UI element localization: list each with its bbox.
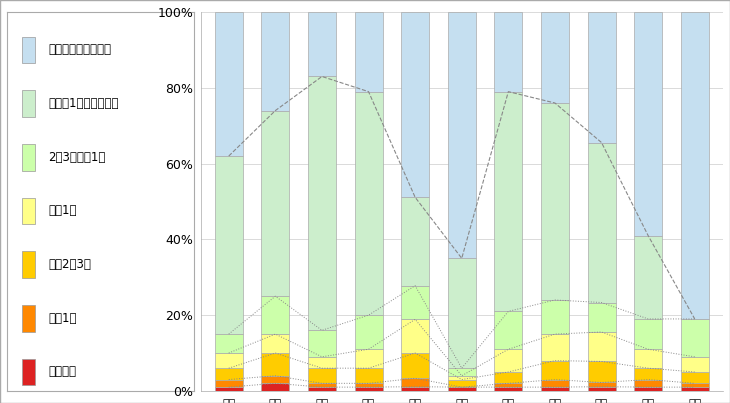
Bar [541, 380, 569, 387]
Bar [447, 376, 476, 380]
Bar [402, 286, 429, 319]
Bar [494, 12, 523, 91]
Bar [681, 387, 709, 391]
Bar [681, 319, 709, 357]
Bar [447, 380, 476, 387]
Bar [215, 156, 242, 334]
Bar [261, 296, 289, 334]
Bar [681, 372, 709, 383]
Bar [494, 372, 523, 383]
Bar [494, 312, 523, 349]
Bar [447, 258, 476, 368]
Bar [634, 236, 662, 319]
Bar [634, 387, 662, 391]
Text: 月に2～3回: 月に2～3回 [48, 258, 91, 271]
Bar [494, 349, 523, 372]
Bar [634, 12, 662, 236]
Bar [308, 330, 336, 357]
Bar [22, 144, 35, 170]
Bar [541, 103, 569, 300]
Text: 半年に1回より少ない: 半年に1回より少ない [48, 97, 119, 110]
Bar [261, 376, 289, 383]
Bar [402, 319, 429, 353]
Bar [447, 368, 476, 376]
Bar [308, 77, 336, 330]
Bar [402, 12, 429, 197]
Text: 月に1回: 月に1回 [48, 204, 77, 218]
Bar [308, 368, 336, 383]
Bar [541, 334, 569, 361]
Bar [215, 12, 242, 156]
Bar [22, 90, 35, 117]
Bar [355, 349, 383, 368]
Bar [215, 353, 242, 368]
Bar [541, 300, 569, 334]
Bar [355, 91, 383, 315]
Bar [261, 353, 289, 376]
Bar [634, 349, 662, 368]
Bar [355, 12, 383, 91]
Bar [402, 353, 429, 378]
Bar [355, 383, 383, 387]
Bar [681, 12, 709, 319]
Text: 週に1回: 週に1回 [48, 312, 77, 325]
Bar [22, 359, 35, 385]
Text: 利用したことがない: 利用したことがない [48, 44, 111, 56]
Bar [308, 357, 336, 368]
Bar [588, 303, 615, 332]
Bar [634, 368, 662, 380]
Bar [215, 334, 242, 353]
Bar [541, 12, 569, 103]
Bar [261, 334, 289, 353]
Bar [634, 319, 662, 349]
Bar [447, 12, 476, 258]
Bar [402, 197, 429, 286]
Bar [308, 387, 336, 391]
Bar [308, 12, 336, 77]
Bar [215, 387, 242, 391]
Bar [588, 332, 615, 361]
Bar [588, 382, 615, 387]
Bar [541, 387, 569, 391]
Bar [22, 251, 35, 278]
Bar [402, 378, 429, 387]
Bar [681, 383, 709, 387]
Bar [355, 368, 383, 383]
Bar [261, 12, 289, 110]
Bar [261, 383, 289, 391]
Bar [215, 368, 242, 380]
Text: ほぼ毎日: ほぼ毎日 [48, 366, 77, 378]
Bar [634, 380, 662, 387]
Bar [355, 315, 383, 349]
Bar [402, 387, 429, 391]
Bar [588, 12, 615, 143]
Bar [308, 383, 336, 387]
Bar [494, 383, 523, 387]
Bar [681, 357, 709, 372]
Bar [588, 143, 615, 303]
Bar [494, 91, 523, 312]
Bar [261, 110, 289, 296]
Bar [541, 361, 569, 380]
Bar [22, 198, 35, 224]
Bar [22, 37, 35, 63]
Text: 2～3カ月に1回: 2～3カ月に1回 [48, 151, 106, 164]
Bar [494, 387, 523, 391]
Bar [447, 387, 476, 391]
Bar [215, 380, 242, 387]
Bar [355, 387, 383, 391]
Bar [22, 305, 35, 332]
Bar [588, 387, 615, 391]
Bar [588, 361, 615, 382]
